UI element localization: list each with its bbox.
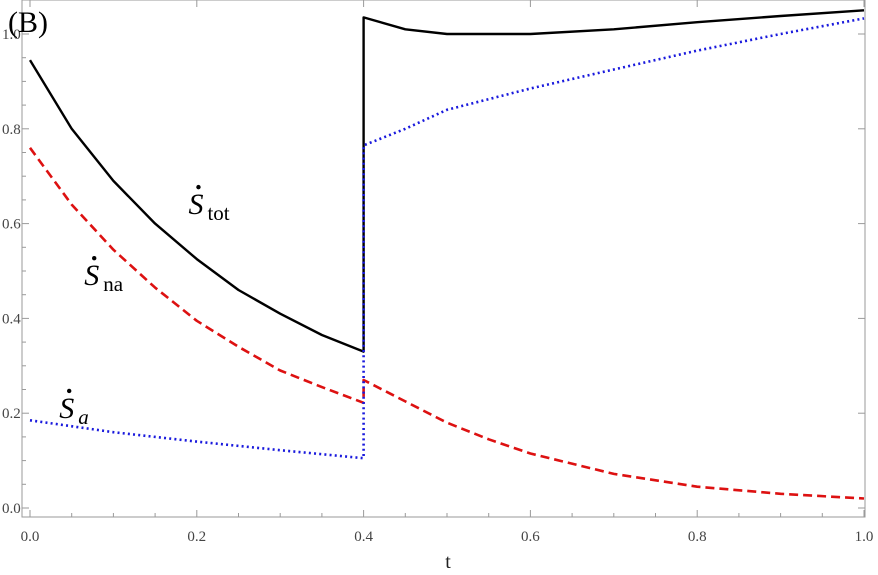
x-tick-label: 0.2 [187, 529, 206, 545]
x-axis-title: t [445, 551, 451, 573]
x-tick-label: 0.6 [521, 529, 540, 545]
x-tick-label: 0.8 [688, 529, 707, 545]
annotation-subscript: na [103, 272, 124, 296]
annotation-subscript: tot [207, 201, 229, 225]
axis-ticks: 0.0 0.2 0.4 0.6 0.8 1.0 0.0 0.2 0.4 0.6 0.8 1.0 [2, 0, 873, 545]
annotation-dot [66, 388, 72, 394]
panel-label: (B) [8, 6, 48, 39]
y-tick-label: 1.0 [2, 27, 21, 43]
annotation-symbol: S [84, 259, 99, 292]
x-tick-label: 1.0 [855, 529, 874, 545]
series-line-na [28, 147, 865, 500]
y-tick-label: 0.0 [2, 501, 21, 517]
series-layer [28, 9, 865, 500]
series-line-tot [28, 9, 865, 353]
annotation-symbol: S [188, 188, 203, 221]
annotation-subscript: a [78, 405, 89, 429]
annotation-symbol: S [59, 392, 74, 425]
y-tick-label: 0.6 [2, 217, 21, 233]
annotation-dot [196, 184, 201, 190]
series-line-a [29, 17, 865, 460]
y-tick-label: 0.4 [2, 311, 21, 327]
y-tick-label: 0.8 [2, 122, 21, 138]
x-tick-label: 0.4 [354, 529, 373, 545]
x-tick-label: 0.0 [21, 529, 40, 545]
plot-frame [21, 0, 866, 518]
y-tick-label: 0.2 [2, 406, 21, 422]
annotation-dot [92, 256, 97, 261]
